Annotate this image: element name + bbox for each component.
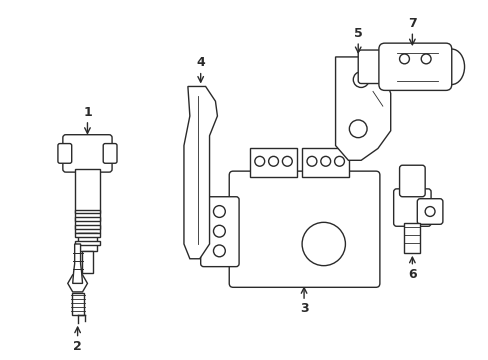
Text: 6: 6 [407,268,416,281]
Circle shape [424,207,434,216]
Circle shape [420,54,430,64]
FancyBboxPatch shape [58,144,72,163]
FancyBboxPatch shape [378,43,451,90]
Text: 2: 2 [73,340,82,353]
Circle shape [334,156,344,166]
Text: 4: 4 [196,56,204,69]
FancyBboxPatch shape [229,171,379,287]
Text: 5: 5 [353,27,362,40]
Bar [81,251,93,273]
FancyBboxPatch shape [399,165,424,197]
Circle shape [399,54,408,64]
Bar [249,148,297,177]
Circle shape [213,206,225,217]
Bar [302,148,348,177]
FancyBboxPatch shape [358,50,391,84]
Polygon shape [183,86,217,259]
FancyBboxPatch shape [103,144,117,163]
Bar [75,169,100,233]
FancyBboxPatch shape [200,197,239,267]
Circle shape [352,72,368,87]
FancyBboxPatch shape [63,135,112,172]
Circle shape [306,156,316,166]
Text: 1: 1 [83,105,92,118]
Bar [75,225,100,229]
Bar [72,293,83,315]
Circle shape [268,156,278,166]
Bar [404,223,419,253]
Text: 3: 3 [299,302,308,315]
Circle shape [213,245,225,257]
Bar [75,241,100,245]
Bar [78,233,97,251]
Circle shape [348,120,366,138]
Circle shape [320,156,330,166]
Text: 7: 7 [407,17,416,30]
Circle shape [254,156,264,166]
Circle shape [213,225,225,237]
Bar [75,210,100,213]
Circle shape [302,222,345,266]
FancyBboxPatch shape [416,199,442,224]
Polygon shape [335,57,390,160]
FancyBboxPatch shape [393,189,430,226]
Bar [75,217,100,221]
Bar [75,233,100,237]
Polygon shape [73,244,82,283]
Circle shape [282,156,292,166]
